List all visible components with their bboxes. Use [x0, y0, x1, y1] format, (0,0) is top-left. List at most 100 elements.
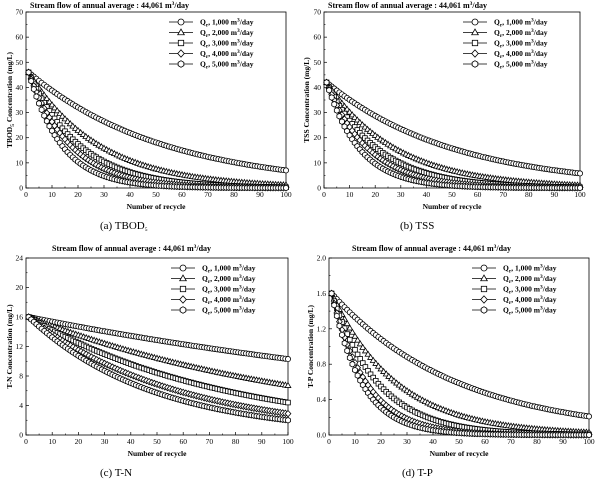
legend-entry: Qr, 2,000 m3/day — [494, 28, 548, 39]
panel-caption: (b) TSS — [400, 220, 434, 232]
data-point — [25, 69, 32, 76]
legend-entry: Qr, 2,000 m3/day — [202, 274, 256, 285]
legend-entry: Qr, 1,000 m3/day — [494, 18, 548, 29]
data-point — [48, 101, 56, 108]
x-tick-label: 0 — [327, 437, 331, 446]
panel-caption: (d) T-P — [402, 467, 433, 479]
legend-entry: Qr, 3,000 m3/day — [503, 285, 557, 296]
legend-marker — [480, 274, 488, 282]
chart-panel-b: 0 10 20 30 40 50 60 70 80 90 100 0 10 20 30 40 50 60 70 Str… — [302, 1, 586, 232]
x-tick-label: 20 — [75, 437, 83, 446]
x-tick-label: 30 — [403, 437, 411, 446]
legend-marker — [480, 306, 488, 314]
x-tick-label: 40 — [429, 437, 437, 446]
x-tick-label: 50 — [152, 190, 160, 199]
data-point — [326, 86, 332, 94]
data-point — [43, 117, 50, 125]
data-point — [346, 354, 353, 362]
data-point — [28, 77, 35, 85]
data-point — [367, 353, 375, 360]
data-point — [284, 409, 292, 418]
x-tick-label: 60 — [481, 437, 489, 446]
data-point — [586, 413, 593, 420]
x-tick-label: 10 — [351, 437, 359, 446]
x-tick-label: 10 — [48, 437, 56, 446]
y-tick-label: 30 — [314, 108, 322, 117]
data-point — [356, 340, 364, 347]
data-point — [372, 359, 380, 366]
legend-entry: Qr, 3,000 m3/day — [202, 285, 256, 296]
data-point — [349, 342, 356, 348]
data-point — [284, 381, 292, 388]
legend-marker — [471, 28, 479, 36]
y-tick-label: 16 — [16, 313, 24, 322]
legend-marker — [480, 295, 488, 304]
y-tick-label: 0.8 — [317, 360, 327, 369]
y-tick-label: 0 — [19, 184, 23, 193]
x-tick-label: 0 — [24, 190, 28, 199]
chart-title: Stream flow of annual average : 44,061 m… — [52, 244, 211, 253]
data-point — [354, 351, 361, 358]
data-point — [283, 184, 289, 192]
data-point — [30, 85, 37, 93]
data-point — [53, 107, 61, 114]
legend-marker — [179, 306, 187, 314]
legend-entry: Qr, 5,000 m3/day — [202, 306, 256, 317]
data-point — [586, 431, 592, 439]
x-axis-label: Number of recycle — [127, 202, 187, 211]
y-tick-label: 10 — [314, 158, 322, 167]
data-point — [45, 98, 53, 105]
data-point — [577, 170, 584, 177]
data-point — [38, 106, 45, 114]
x-tick-label: 70 — [507, 437, 515, 446]
data-point — [341, 339, 348, 347]
y-tick-label: 60 — [16, 33, 24, 42]
data-point — [284, 356, 291, 363]
data-point — [336, 112, 343, 120]
x-tick-label: 80 — [525, 190, 533, 199]
x-tick-label: 10 — [346, 190, 354, 199]
x-tick-label: 80 — [230, 190, 238, 199]
data-point — [61, 115, 69, 122]
data-point — [348, 328, 356, 335]
y-tick-label: 4 — [19, 401, 23, 410]
y-tick-label: 12 — [16, 342, 24, 351]
x-tick-label: 100 — [583, 437, 595, 446]
legend-entry: Qr, 1,000 m3/day — [202, 264, 256, 275]
legend-entry: Qr, 5,000 m3/day — [494, 60, 548, 71]
chart-title: Stream flow of annual average : 44,061 m… — [328, 1, 487, 10]
x-tick-label: 20 — [74, 190, 82, 199]
data-point — [369, 149, 377, 157]
x-tick-label: 40 — [127, 437, 135, 446]
x-tick-label: 10 — [48, 190, 56, 199]
y-tick-label: 20 — [314, 133, 322, 142]
x-tick-label: 80 — [533, 437, 541, 446]
y-tick-label: 30 — [16, 108, 24, 117]
y-tick-label: 2.0 — [317, 254, 327, 263]
panel-caption: (c) T-N — [100, 467, 132, 479]
x-axis-label: Number of recycle — [128, 449, 188, 458]
x-tick-label: 20 — [377, 437, 385, 446]
data-point — [282, 167, 289, 174]
series-circle — [323, 79, 584, 177]
data-point — [364, 350, 372, 357]
x-tick-label: 0 — [322, 190, 326, 199]
data-point — [377, 365, 385, 372]
x-tick-label: 90 — [551, 190, 559, 199]
legend-marker — [471, 39, 479, 47]
series-line — [331, 293, 590, 435]
y-tick-label: 0.4 — [317, 395, 327, 404]
x-tick-label: 100 — [574, 190, 586, 199]
series-circle — [25, 313, 291, 363]
y-tick-label: 60 — [314, 33, 322, 42]
y-tick-label: 0 — [19, 431, 23, 440]
x-tick-label: 40 — [126, 190, 134, 199]
y-tick-label: 10 — [16, 158, 24, 167]
series-triangle — [25, 313, 292, 388]
legend-marker — [179, 264, 187, 272]
chart-title: Stream flow of annual average : 44,061 m… — [352, 244, 511, 253]
legend-marker — [471, 49, 479, 58]
x-tick-label: 40 — [423, 190, 431, 199]
